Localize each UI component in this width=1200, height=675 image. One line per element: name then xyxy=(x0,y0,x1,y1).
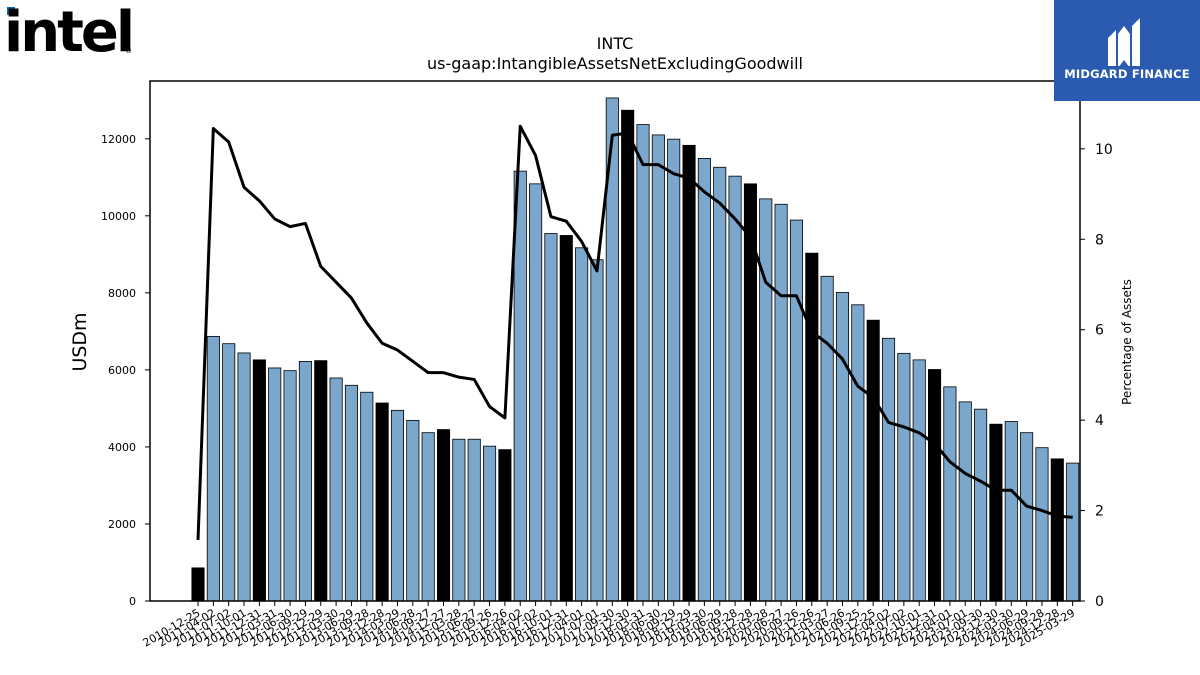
y-tick-label: 2000 xyxy=(108,518,136,531)
bar-2014-09-27 xyxy=(421,432,435,602)
bar-2014-06-28 xyxy=(406,419,420,602)
y2-tick-label: 6 xyxy=(1095,323,1104,339)
y-tick-label: 4000 xyxy=(108,441,136,454)
bar-2021-12-25 xyxy=(866,319,880,602)
bar-2024-03-30 xyxy=(1004,421,1018,602)
midgard-mark-icon xyxy=(1108,18,1140,66)
bar-2013-03-30 xyxy=(329,377,343,602)
chart-subtitle: us-gaap:IntangibleAssetsNetExcludingGood… xyxy=(427,54,803,73)
bar-2024-06-29 xyxy=(1020,432,1034,602)
midgard-finance-label: MIDGARD FINANCE xyxy=(1064,67,1190,81)
bar-2016-12-31 xyxy=(559,235,573,602)
midgard-finance-logo: MIDGARD FINANCE xyxy=(1054,0,1200,101)
y-tick-label: 6000 xyxy=(108,364,136,377)
bar-2023-12-30 xyxy=(989,423,1003,602)
intel-logo-dot xyxy=(7,7,15,15)
bars-layer xyxy=(191,97,1080,602)
bar-2023-07-01 xyxy=(958,401,972,602)
bar-2019-03-30 xyxy=(697,158,711,602)
bar-2021-03-27 xyxy=(820,275,834,602)
bar-2015-09-26 xyxy=(483,445,497,602)
series-line-percentage xyxy=(196,124,1073,541)
bar-2013-12-28 xyxy=(375,402,389,602)
y2-tick-label: 0 xyxy=(1095,594,1104,610)
bar-2016-07-02 xyxy=(529,183,543,602)
bar-2011-10-01 xyxy=(237,352,251,602)
bar-2017-07-01 xyxy=(590,259,604,602)
bar-2018-09-29 xyxy=(667,138,681,602)
axes-layer: 02000400060008000100001200002468102010-1… xyxy=(101,80,1113,650)
bar-2014-03-29 xyxy=(390,409,405,602)
bar-2024-12-28 xyxy=(1050,458,1064,602)
bar-2012-03-31 xyxy=(268,367,282,602)
bar-2023-09-30 xyxy=(974,408,988,602)
line-layer xyxy=(196,124,1073,541)
bar-2018-03-31 xyxy=(636,124,650,602)
bar-2020-06-27 xyxy=(774,203,788,602)
bar-2016-10-01 xyxy=(544,233,558,602)
bar-2011-07-02 xyxy=(222,343,236,602)
bar-2020-03-28 xyxy=(759,198,773,602)
y2-axis-label: Percentage of Assets xyxy=(1120,279,1134,405)
intel-logo-text: intel xyxy=(4,2,132,56)
bar-2021-06-26 xyxy=(835,292,850,602)
bar-2014-12-27 xyxy=(436,429,451,602)
bar-2021-09-25 xyxy=(851,304,865,602)
y-tick-label: 12000 xyxy=(101,133,136,146)
bar-2022-12-31 xyxy=(928,369,942,602)
bar-2022-07-02 xyxy=(897,352,911,602)
y2-tick-label: 8 xyxy=(1095,232,1104,248)
y2-tick-label: 4 xyxy=(1095,413,1104,429)
bar-2025-03-29 xyxy=(1066,462,1080,602)
bar-2017-12-30 xyxy=(621,109,635,602)
bar-2023-04-01 xyxy=(943,386,957,602)
bar-2011-04-02 xyxy=(206,335,220,602)
bar-2019-06-29 xyxy=(713,166,727,602)
bar-2019-09-28 xyxy=(728,175,742,602)
bar-2017-04-01 xyxy=(575,247,589,602)
intel-logo: intel ® xyxy=(4,0,135,65)
bar-2022-04-02 xyxy=(881,337,896,602)
y-tick-label: 10000 xyxy=(101,210,136,223)
bar-2012-12-29 xyxy=(314,360,328,602)
bar-2011-12-31 xyxy=(252,359,266,602)
bar-2012-06-30 xyxy=(283,370,297,602)
y-tick-label: 0 xyxy=(129,595,136,608)
y-tick-label: 8000 xyxy=(108,287,136,300)
bar-2015-06-27 xyxy=(467,438,481,602)
registered-mark-icon: ® xyxy=(125,47,132,55)
bar-2013-06-29 xyxy=(344,384,358,602)
bar-2018-12-29 xyxy=(682,144,696,602)
bar-2020-12-26 xyxy=(805,252,819,602)
chart-title: INTC xyxy=(597,34,634,53)
bar-2010-12-25 xyxy=(191,567,205,602)
bar-2022-10-01 xyxy=(912,359,926,602)
bar-2015-03-28 xyxy=(452,438,466,602)
y2-tick-label: 10 xyxy=(1095,142,1113,158)
bar-2020-09-26 xyxy=(789,219,803,602)
bar-2012-09-29 xyxy=(298,361,312,602)
bar-2015-12-26 xyxy=(498,449,512,602)
bar-2024-09-28 xyxy=(1035,447,1049,602)
bar-2013-09-28 xyxy=(360,391,374,602)
bar-2018-06-30 xyxy=(651,134,665,602)
y2-tick-label: 2 xyxy=(1095,504,1104,520)
y-axis-label: USDm xyxy=(69,312,91,371)
plot-frame xyxy=(149,80,1081,602)
